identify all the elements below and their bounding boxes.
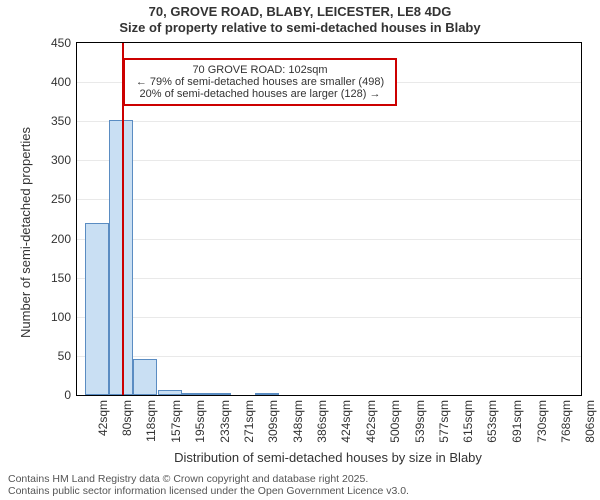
- grid-line: [77, 239, 581, 240]
- x-tick-label: 653sqm: [485, 395, 499, 450]
- x-tick-label: 42sqm: [96, 395, 110, 450]
- x-tick-label: 615sqm: [461, 395, 475, 450]
- chart-container: 70, GROVE ROAD, BLABY, LEICESTER, LE8 4D…: [0, 0, 600, 500]
- y-tick-label: 200: [51, 232, 77, 246]
- x-tick-label: 730sqm: [535, 395, 549, 450]
- x-tick-label: 386sqm: [315, 395, 329, 450]
- grid-line: [77, 199, 581, 200]
- grid-line: [77, 121, 581, 122]
- x-tick-label: 80sqm: [120, 395, 134, 450]
- plot-area: 05010015020025030035040045070 GROVE ROAD…: [76, 42, 582, 396]
- annotation-line: 20% of semi-detached houses are larger (…: [131, 88, 389, 100]
- footer-line-1: Contains HM Land Registry data © Crown c…: [8, 473, 409, 486]
- y-tick-label: 300: [51, 153, 77, 167]
- x-tick-label: 577sqm: [437, 395, 451, 450]
- x-tick-label: 691sqm: [510, 395, 524, 450]
- y-tick-label: 100: [51, 310, 77, 324]
- x-tick-label: 768sqm: [559, 395, 573, 450]
- x-tick-label: 271sqm: [242, 395, 256, 450]
- grid-line: [77, 317, 581, 318]
- y-tick-label: 50: [58, 349, 77, 363]
- grid-line: [77, 356, 581, 357]
- y-tick-label: 250: [51, 192, 77, 206]
- x-tick-label: 348sqm: [291, 395, 305, 450]
- x-tick-label: 157sqm: [169, 395, 183, 450]
- y-tick-label: 0: [64, 388, 77, 402]
- x-tick-label: 462sqm: [364, 395, 378, 450]
- grid-line: [77, 160, 581, 161]
- x-tick-label: 539sqm: [413, 395, 427, 450]
- title-line-1: 70, GROVE ROAD, BLABY, LEICESTER, LE8 4D…: [0, 4, 600, 20]
- y-tick-label: 150: [51, 271, 77, 285]
- histogram-bar: [133, 359, 157, 395]
- annotation-box: 70 GROVE ROAD: 102sqm← 79% of semi-detac…: [123, 58, 397, 106]
- x-tick-label: 806sqm: [583, 395, 597, 450]
- histogram-bar: [85, 223, 109, 395]
- x-tick-label: 118sqm: [144, 395, 158, 450]
- footer: Contains HM Land Registry data © Crown c…: [0, 473, 409, 498]
- x-tick-label: 233sqm: [218, 395, 232, 450]
- x-tick-label: 424sqm: [339, 395, 353, 450]
- x-axis-label: Distribution of semi-detached houses by …: [76, 450, 580, 465]
- y-tick-label: 400: [51, 75, 77, 89]
- y-tick-label: 450: [51, 36, 77, 50]
- chart-title: 70, GROVE ROAD, BLABY, LEICESTER, LE8 4D…: [0, 0, 600, 35]
- y-tick-label: 350: [51, 114, 77, 128]
- annotation-line: 70 GROVE ROAD: 102sqm: [131, 64, 389, 76]
- x-tick-label: 500sqm: [388, 395, 402, 450]
- title-line-2: Size of property relative to semi-detach…: [0, 20, 600, 36]
- footer-line-2: Contains public sector information licen…: [8, 485, 409, 498]
- x-tick-label: 195sqm: [193, 395, 207, 450]
- annotation-line: ← 79% of semi-detached houses are smalle…: [131, 76, 389, 88]
- y-axis-label: Number of semi-detached properties: [18, 127, 33, 338]
- x-tick-label: 309sqm: [266, 395, 280, 450]
- grid-line: [77, 278, 581, 279]
